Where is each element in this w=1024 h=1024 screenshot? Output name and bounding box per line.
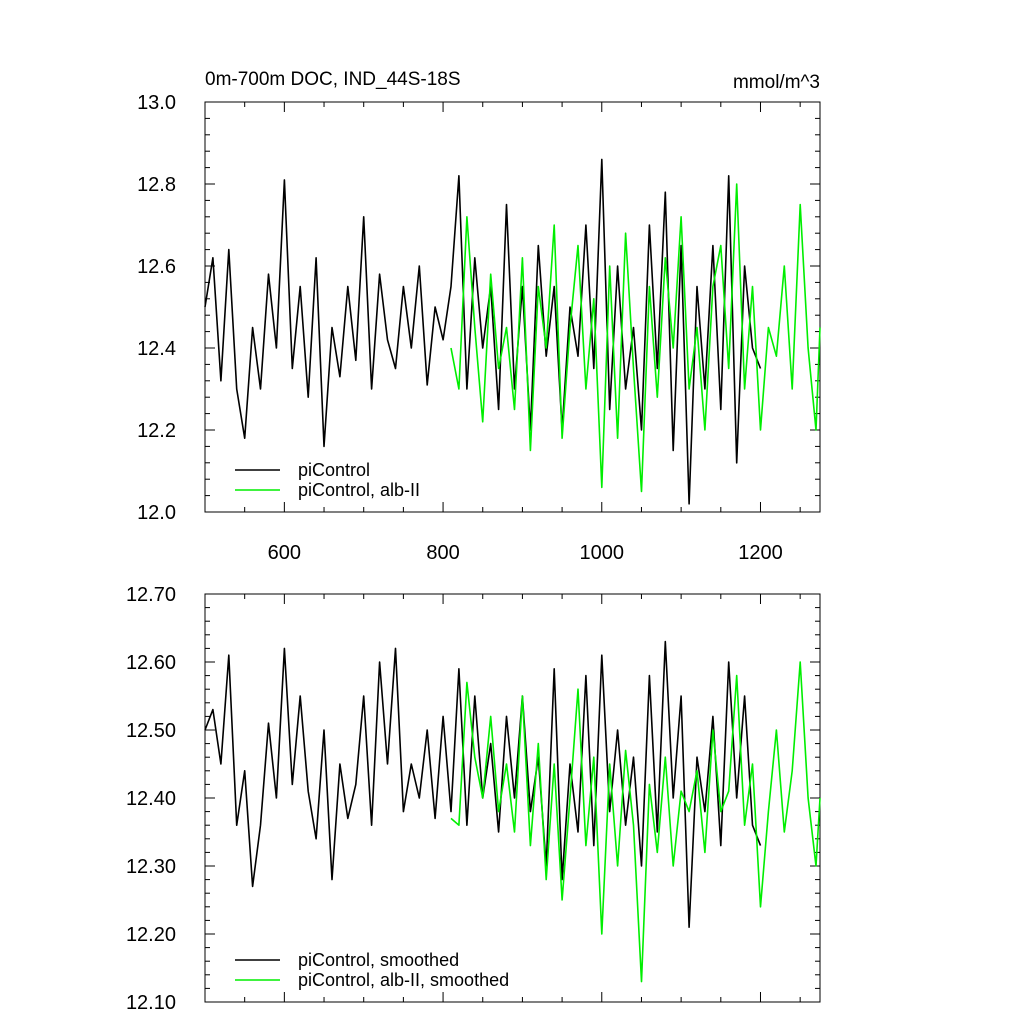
series-line-2 — [450, 661, 821, 983]
legend-label: piControl, alb-II — [298, 480, 420, 500]
y-tick-label: 12.20 — [126, 924, 176, 946]
y-tick-label: 12.6 — [137, 256, 176, 278]
y-tick-label: 12.60 — [126, 652, 176, 674]
x-tick-label: 1000 — [580, 542, 625, 564]
plot-frame — [204, 101, 821, 513]
series-line-1 — [204, 158, 762, 505]
series-line-2 — [450, 183, 821, 493]
chart-title: 0m-700m DOC, IND_44S-18S — [205, 69, 461, 90]
y-tick-label: 12.8 — [137, 174, 176, 196]
y-tick-label: 12.30 — [126, 856, 176, 878]
series-line-1 — [204, 640, 762, 929]
y-tick-label: 12.50 — [126, 720, 176, 742]
y-tick-label: 12.40 — [126, 788, 176, 810]
chart-panel-1: 600 800 1000 1200 12.0 12.2 12.4 12.6 12.8 13.0 pi… — [137, 69, 821, 564]
y-tick-label: 13.0 — [137, 92, 176, 114]
y-tick-label: 12.4 — [137, 338, 176, 360]
y-tick-label: 12.70 — [126, 584, 176, 606]
y-tick-label: 12.10 — [126, 992, 176, 1014]
x-tick-label: 600 — [268, 542, 301, 564]
plot-frame — [204, 593, 821, 1003]
legend-label: piControl, smoothed — [298, 950, 459, 970]
y-tick-label: 12.2 — [137, 420, 176, 442]
chart-panel-2: 12.10 12.20 12.30 12.40 12.50 12.60 12.70 piCon… — [126, 584, 821, 1014]
legend-label: piControl — [298, 460, 370, 480]
legend-label: piControl, alb-II, smoothed — [298, 970, 509, 990]
units-label: mmol/m^3 — [733, 72, 820, 93]
x-tick-label: 1200 — [738, 542, 783, 564]
y-tick-label: 12.0 — [137, 502, 176, 524]
x-tick-label: 800 — [426, 542, 459, 564]
